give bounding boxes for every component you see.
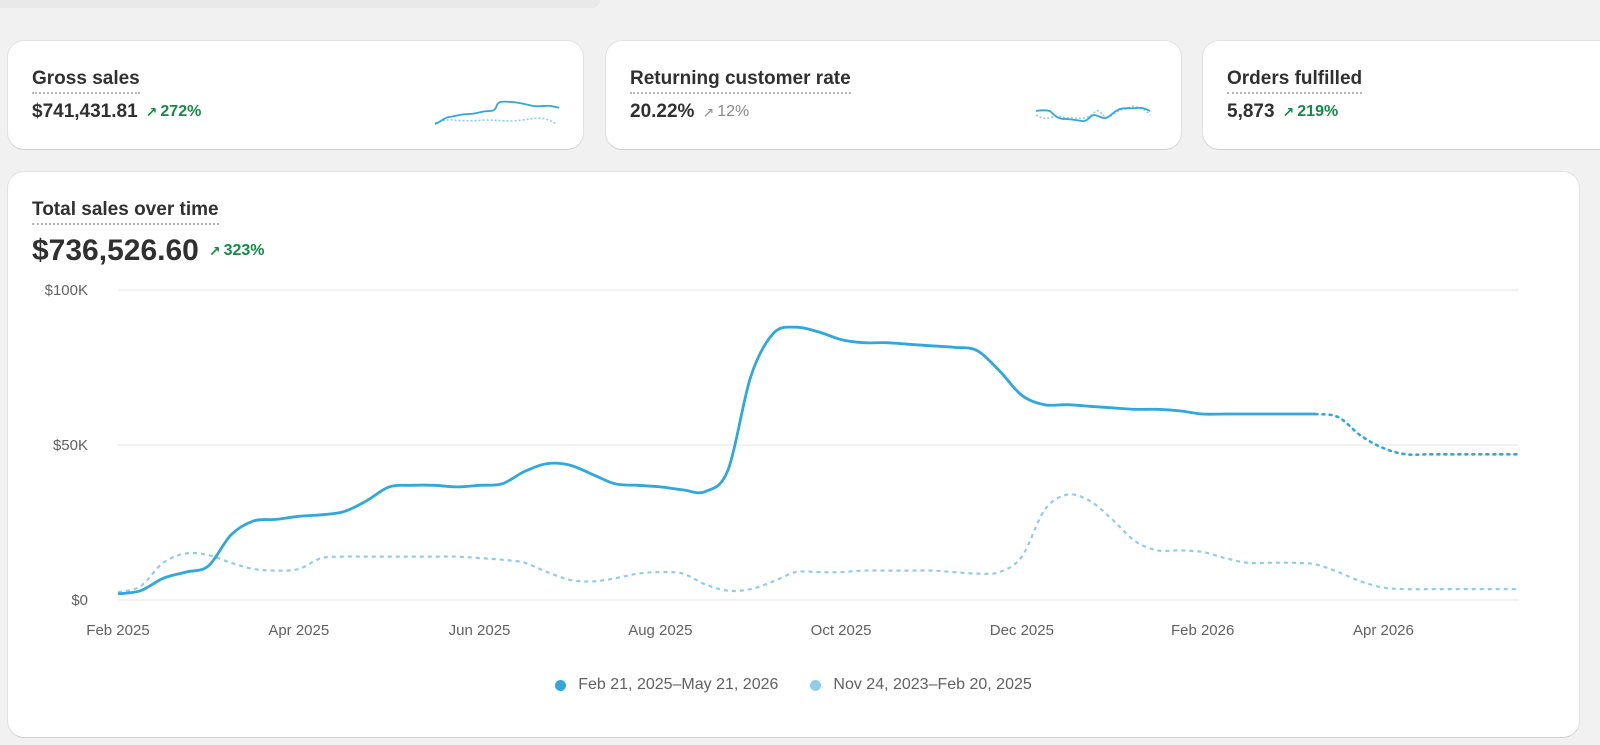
x-tick-label: Aug 2025 [628, 622, 692, 639]
change-value: 12% [717, 103, 750, 120]
sparkline-chart [434, 100, 560, 125]
series-line-current-projection [1314, 412, 1521, 457]
x-tick-label: Apr 2025 [268, 622, 329, 639]
y-tick-label: $0 [71, 592, 88, 609]
chart-title[interactable]: Total sales over time [32, 199, 219, 225]
gross-sales-card[interactable]: Gross sales $741,431.81 ↗ 272% [8, 41, 583, 149]
x-tick-label: Feb 2025 [86, 622, 149, 639]
sparkline-previous [1035, 105, 1151, 120]
legend-dot-previous [810, 679, 822, 691]
change-value: 219% [1297, 103, 1339, 120]
legend-label-previous: Nov 24, 2023–Feb 20, 2025 [833, 676, 1032, 693]
y-tick-label: $50K [53, 437, 88, 454]
metric-value: 5,873 [1227, 101, 1275, 122]
change-badge: ↗ 323% [209, 242, 265, 260]
main-value-row: $736,526.60 ↗ 323% [32, 234, 265, 268]
metric-value: 20.22% [630, 101, 695, 122]
returning-customer-rate-card[interactable]: Returning customer rate 20.22% ↗ 12% [606, 41, 1181, 149]
metric-value-row: 5,873 ↗ 219% [1227, 101, 1338, 123]
legend-item-current[interactable]: Feb 21, 2025–May 21, 2026 [555, 676, 778, 694]
x-tick-label: Oct 2025 [811, 622, 872, 639]
sparkline-current [434, 100, 560, 125]
x-tick-label: Jun 2025 [449, 622, 511, 639]
x-tick-label: Feb 2026 [1171, 622, 1234, 639]
x-tick-label: Dec 2025 [990, 622, 1054, 639]
y-tick-label: $100K [45, 282, 88, 299]
series-line-previous [117, 493, 1519, 594]
metric-value-row: 20.22% ↗ 12% [630, 101, 749, 123]
metric-title[interactable]: Gross sales [32, 68, 140, 94]
chart-legend: Feb 21, 2025–May 21, 2026 Nov 24, 2023–F… [8, 676, 1579, 694]
arrow-up-right-icon: ↗ [208, 243, 221, 259]
metric-title[interactable]: Returning customer rate [630, 68, 851, 94]
legend-dot-current [555, 679, 567, 691]
sparkline-previous [434, 117, 558, 125]
legend-item-previous[interactable]: Nov 24, 2023–Feb 20, 2025 [810, 676, 1032, 694]
total-sales-value: $736,526.60 [32, 234, 199, 267]
change-value: 272% [160, 103, 202, 120]
metric-value-row: $741,431.81 ↗ 272% [32, 101, 201, 123]
metric-value: $741,431.81 [32, 101, 138, 122]
legend-label-current: Feb 21, 2025–May 21, 2026 [578, 676, 779, 693]
series-line-current [117, 325, 1316, 596]
arrow-up-right-icon: ↗ [1282, 104, 1295, 120]
top-toolbar-edge [0, 0, 600, 8]
change-badge: ↗ 219% [1283, 103, 1339, 121]
arrow-up-right-icon: ↗ [145, 104, 158, 120]
orders-fulfilled-card[interactable]: Orders fulfilled 5,873 ↗ 219% [1203, 41, 1600, 149]
sparkline-current [1035, 106, 1151, 122]
sparkline-chart [1035, 105, 1151, 122]
metric-title[interactable]: Orders fulfilled [1227, 68, 1363, 94]
total-sales-card[interactable]: Total sales over time $736,526.60 ↗ 323%… [8, 172, 1579, 737]
arrow-up-right-icon: ↗ [702, 104, 715, 120]
change-badge: ↗ 272% [146, 103, 202, 121]
x-tick-label: Apr 2026 [1353, 622, 1414, 639]
change-badge: ↗ 12% [702, 103, 749, 121]
change-value: 323% [223, 242, 265, 259]
sales-line-chart[interactable]: $0 $50K $100K Feb 2025 Apr 2025 Jun 2025 Aug 2… [8, 172, 1579, 672]
